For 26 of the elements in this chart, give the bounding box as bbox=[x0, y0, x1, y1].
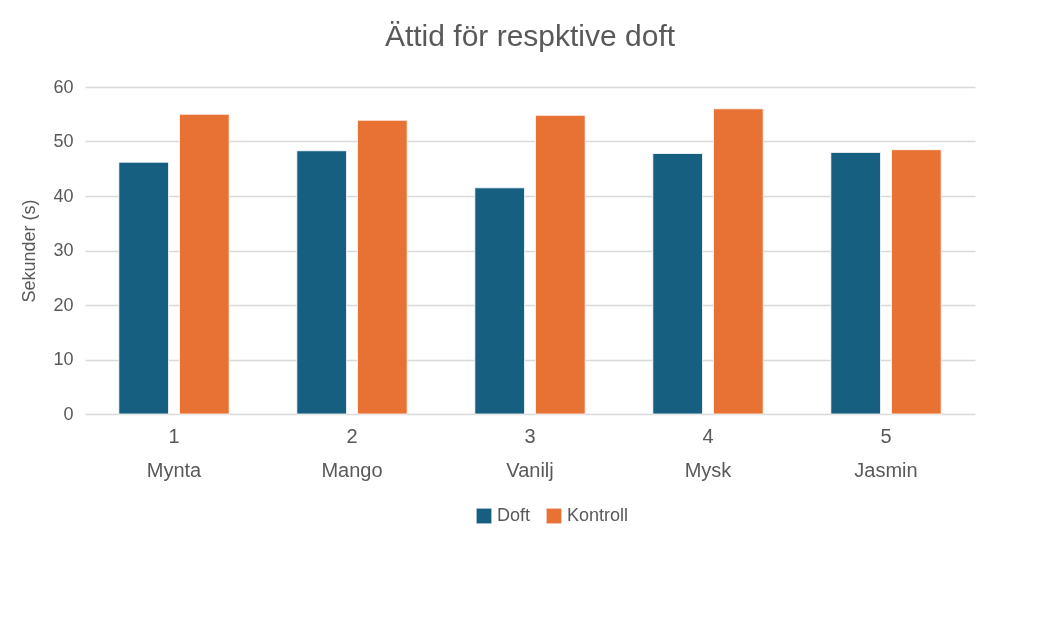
bar bbox=[713, 108, 764, 415]
y-tick-label: 0 bbox=[63, 403, 74, 424]
x-tick-label: 2 Mango bbox=[321, 424, 383, 481]
x-tick-label: 3 Vanilj bbox=[506, 424, 554, 481]
x-tick-label: 5 Jasmin bbox=[854, 424, 918, 481]
x-tick-label: 1 Mynta bbox=[146, 424, 203, 481]
bar bbox=[296, 150, 347, 415]
y-tick-label: 50 bbox=[53, 131, 74, 151]
y-tick-label: 40 bbox=[53, 185, 74, 206]
y-tick-label: 30 bbox=[53, 240, 74, 260]
bar bbox=[474, 187, 525, 415]
bar bbox=[118, 161, 169, 415]
bar bbox=[357, 119, 408, 415]
legend-label: Doft bbox=[497, 505, 531, 525]
x-tick-label: 4 Mysk bbox=[684, 424, 733, 481]
bar bbox=[652, 153, 703, 415]
y-tick-label: 10 bbox=[53, 349, 74, 369]
y-tick-label: 20 bbox=[53, 294, 74, 315]
bar bbox=[830, 152, 881, 415]
bar bbox=[891, 149, 942, 415]
y-tick-label: 60 bbox=[53, 76, 74, 97]
chart-title: Ättid för respktive doft bbox=[384, 19, 676, 52]
y-axis-title: Sekunder (s) bbox=[19, 199, 40, 303]
legend-label: Kontroll bbox=[567, 505, 629, 525]
bar bbox=[535, 114, 586, 415]
bar bbox=[179, 113, 230, 415]
